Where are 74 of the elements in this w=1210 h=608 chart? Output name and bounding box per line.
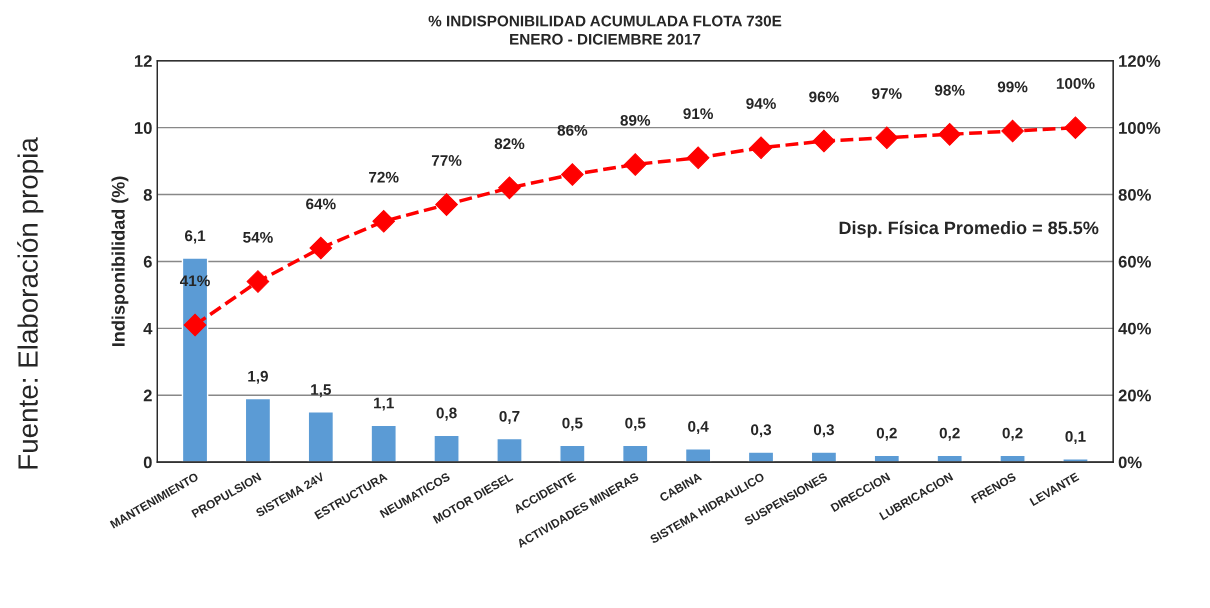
y-tick-label: 8 — [143, 188, 152, 201]
data-label: 0,3 — [813, 424, 834, 438]
data-label: 94% — [746, 98, 776, 110]
bar — [621, 444, 649, 463]
data-label: 64% — [306, 198, 336, 210]
data-label: 0,7 — [499, 410, 520, 424]
point — [309, 236, 333, 260]
data-label: 54% — [243, 231, 273, 243]
point — [1064, 116, 1087, 139]
data-label: 99% — [997, 81, 1028, 93]
data-label: 91% — [683, 108, 714, 120]
bar — [496, 437, 523, 463]
y2-tick-label: 20% — [1118, 389, 1151, 402]
point — [498, 176, 521, 200]
y2-tick-label: 80% — [1118, 188, 1151, 201]
point — [749, 136, 773, 160]
y2-tick-label: 0% — [1118, 456, 1142, 469]
bar — [559, 444, 586, 463]
point — [812, 129, 836, 153]
data-label: 0,5 — [625, 417, 646, 431]
data-label: 0,2 — [1002, 427, 1023, 441]
bar — [433, 434, 460, 463]
data-label: 86% — [557, 124, 588, 136]
data-label: 1,5 — [311, 384, 331, 398]
point — [246, 270, 270, 293]
point — [1001, 119, 1024, 143]
data-label: 77% — [431, 155, 462, 166]
data-label: 97% — [872, 88, 902, 99]
data-label: 0,3 — [751, 424, 772, 438]
point — [183, 313, 207, 337]
point — [435, 193, 458, 216]
data-label: 6,1 — [184, 230, 206, 244]
bar — [370, 424, 397, 463]
point — [686, 146, 710, 170]
bar — [684, 448, 712, 463]
source-note: Fuente: Elaboración propia — [17, 137, 44, 469]
chart-title: % INDISPONIBILIDAD ACUMULADA FLOTA 730E — [428, 15, 782, 27]
data-label: 0,8 — [436, 407, 457, 421]
bar — [747, 451, 775, 463]
bar — [810, 451, 838, 463]
data-label: 82% — [494, 138, 525, 150]
point — [623, 153, 647, 176]
point — [561, 163, 584, 186]
data-label: 72% — [369, 171, 399, 183]
y-tick-label: 6 — [143, 255, 152, 268]
y-tick-label: 10 — [134, 122, 152, 134]
y-tick-label: 2 — [143, 389, 152, 402]
point — [875, 126, 899, 150]
y2-tick-label: 60% — [1118, 255, 1151, 268]
bar — [307, 411, 335, 463]
y-tick-label: 0 — [143, 456, 152, 469]
data-label: 0,2 — [939, 427, 960, 441]
bar — [244, 397, 272, 463]
y-axis-title: Indisponibilidad (%) — [111, 176, 129, 346]
y2-tick-label: 100% — [1119, 122, 1161, 134]
data-label: 1,9 — [248, 370, 268, 384]
point — [372, 209, 396, 233]
point — [938, 123, 962, 146]
data-label: 0,5 — [562, 417, 583, 431]
data-label: 0,4 — [688, 420, 709, 435]
y-tick-label: 4 — [143, 322, 153, 335]
chart-subtitle: ENERO - DICIEMBRE 2017 — [510, 33, 701, 45]
data-label: 98% — [934, 84, 965, 96]
data-label: 0,2 — [876, 427, 897, 441]
data-label: 1,1 — [374, 397, 394, 411]
y-tick-label: 12 — [134, 55, 152, 67]
annotation: Disp. Física Promedio = 85.5% — [839, 220, 1099, 238]
y2-tick-label: 120% — [1119, 55, 1161, 67]
bar — [181, 257, 209, 463]
data-label: 96% — [809, 91, 839, 103]
data-label: 100% — [1056, 78, 1095, 89]
y2-tick-label: 40% — [1118, 322, 1151, 335]
data-label: 89% — [620, 114, 651, 126]
data-label: 0,1 — [1065, 431, 1086, 445]
